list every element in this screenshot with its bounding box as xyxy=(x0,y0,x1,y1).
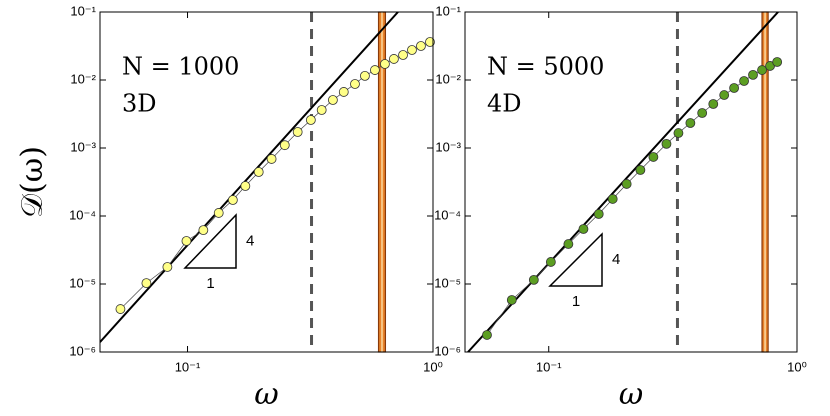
data-point xyxy=(648,152,659,162)
slope-rise: 4 xyxy=(612,251,620,268)
y-tick-label: 10⁻³ xyxy=(70,139,96,154)
data-point xyxy=(398,50,408,60)
data-point xyxy=(305,115,316,125)
data-point xyxy=(266,154,277,164)
data-line xyxy=(486,61,778,336)
data-point xyxy=(593,209,604,219)
plot-frame xyxy=(464,11,798,353)
x-tick-label: 10⁻¹ xyxy=(536,359,562,374)
annotation: N = 1000 xyxy=(122,53,239,81)
x-tick-label: 10⁰ xyxy=(787,359,807,374)
data-point xyxy=(506,295,517,305)
data-point xyxy=(181,236,192,246)
data-point xyxy=(316,105,327,115)
data-point xyxy=(757,65,767,75)
y-tick-label: 10⁻⁴ xyxy=(69,207,96,222)
slope-triangle xyxy=(183,213,237,269)
x-tick-label: 10⁻¹ xyxy=(175,359,201,374)
data-point xyxy=(360,70,370,81)
data-point xyxy=(635,165,646,175)
y-tick-label: 10⁻⁵ xyxy=(69,275,96,290)
data-point xyxy=(697,108,708,118)
data-point xyxy=(607,194,618,204)
data-point xyxy=(673,128,684,138)
annotation: 4D xyxy=(487,90,522,118)
data-point xyxy=(621,179,632,189)
data-point xyxy=(115,304,126,314)
data-point xyxy=(389,54,399,64)
data-point xyxy=(253,167,264,177)
annotation: 3D xyxy=(122,90,157,118)
y-tick-label: 10⁻⁶ xyxy=(69,343,96,358)
slope-rise: 4 xyxy=(246,232,254,249)
data-point xyxy=(545,257,556,267)
data-point xyxy=(748,69,758,80)
data-point xyxy=(425,37,435,47)
y-tick-label: 10⁻⁶ xyxy=(434,343,461,358)
slope-run: 1 xyxy=(572,293,580,310)
data-point xyxy=(213,208,224,218)
data-point xyxy=(292,127,303,137)
data-point xyxy=(661,138,672,149)
data-point xyxy=(327,95,338,105)
x-axis-label: ω xyxy=(254,377,278,412)
fit-line xyxy=(100,12,399,343)
x-axis-label: ω xyxy=(619,377,643,412)
y-tick-label: 10⁻² xyxy=(435,71,461,86)
data-point xyxy=(227,195,238,205)
data-point xyxy=(708,99,719,109)
y-tick-label: 10⁻⁴ xyxy=(434,207,461,222)
data-point xyxy=(240,181,251,191)
data-point xyxy=(685,118,696,128)
data-point xyxy=(729,83,739,93)
data-point xyxy=(482,330,492,340)
data-point xyxy=(563,239,574,249)
y-tick-label: 10⁻¹ xyxy=(435,3,461,18)
y-tick-label: 10⁻⁵ xyxy=(434,275,461,290)
data-point xyxy=(528,274,539,285)
data-point xyxy=(380,59,390,69)
x-tick-label: 10⁰ xyxy=(423,359,443,374)
data-point xyxy=(407,45,417,55)
data-point xyxy=(141,278,152,289)
y-axis-label: 𝒟(ω) xyxy=(15,146,50,218)
data-point xyxy=(162,262,173,272)
data-point xyxy=(370,65,380,75)
y-tick-label: 10⁻² xyxy=(70,71,96,86)
data-point xyxy=(772,57,783,67)
data-point xyxy=(719,90,730,100)
y-tick-label: 10⁻¹ xyxy=(70,3,96,18)
annotation: N = 5000 xyxy=(487,53,604,81)
data-point xyxy=(416,41,426,51)
y-tick-label: 10⁻³ xyxy=(435,139,461,154)
data-point xyxy=(578,224,589,234)
plot-frame xyxy=(99,11,434,353)
data-point xyxy=(279,140,290,151)
data-point xyxy=(198,225,209,236)
data-point xyxy=(350,79,360,89)
slope-run: 1 xyxy=(206,275,214,292)
data-point xyxy=(739,76,749,86)
slope-triangle xyxy=(548,232,603,287)
data-point xyxy=(338,87,349,97)
